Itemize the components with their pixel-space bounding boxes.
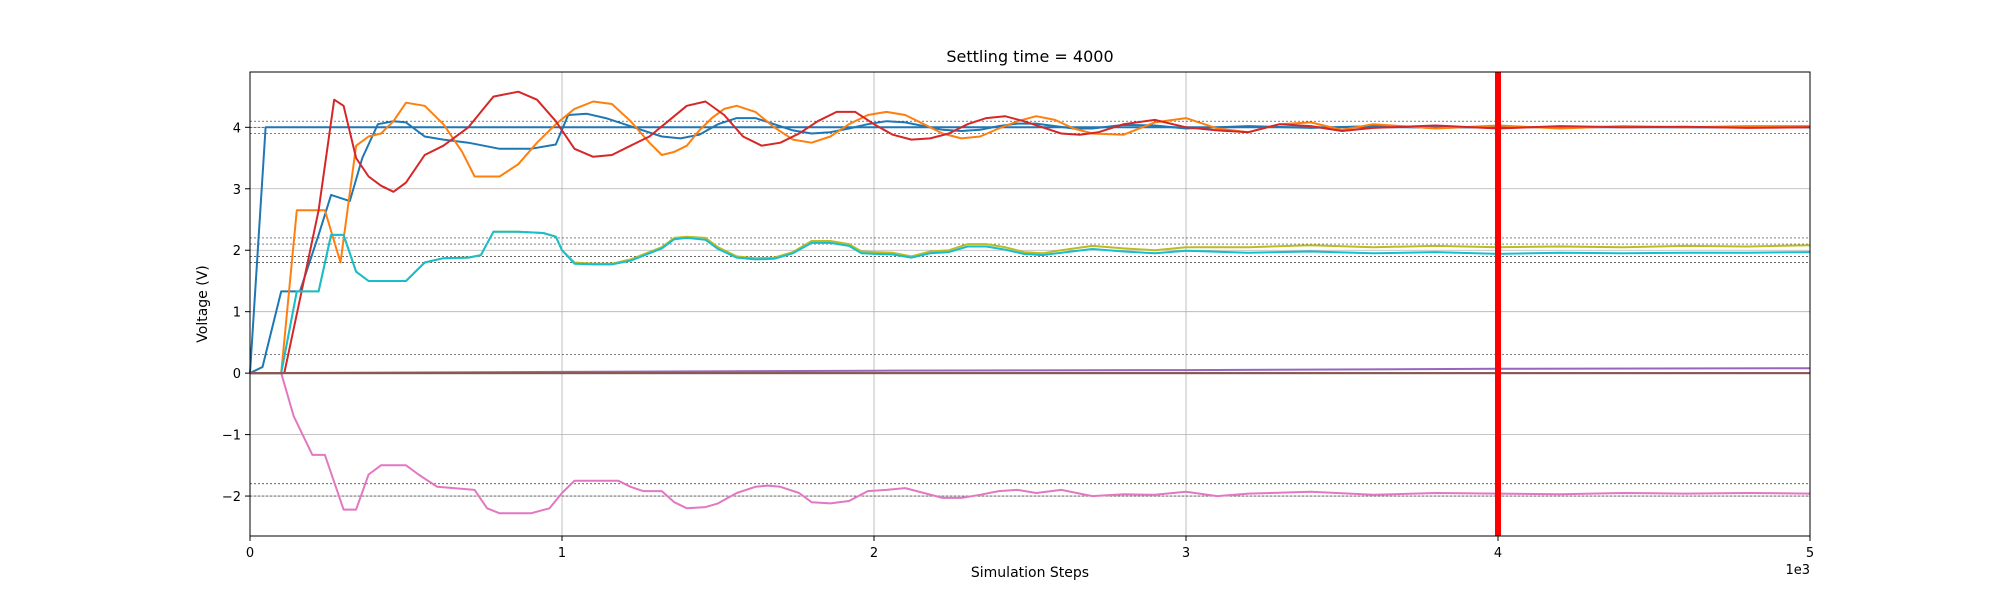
y-tick-label: 1 [233,306,241,321]
y-tick-label: 3 [233,183,241,198]
x-axis-offset-label: 1e3 [1785,563,1810,578]
series-line-2 [249,112,1810,374]
y-tick-label: −2 [222,490,241,505]
series-line-6 [250,230,1811,375]
plot-frame [249,71,1811,537]
ticks: 0 1 2 3 4 5 −2 −1 0 1 2 3 4 [222,121,1814,561]
x-tick-label: 0 [246,546,254,561]
series-line-4 [250,90,1811,375]
x-tick-label: 4 [1494,546,1502,561]
y-axis-label: Voltage (V) [195,265,211,342]
y-tick-label: 4 [233,121,241,136]
series-layer [249,90,1811,515]
x-axis-label: Simulation Steps [971,565,1089,581]
y-tick-label: 0 [233,367,241,382]
y-tick-label: −1 [222,429,241,444]
series-line-7 [250,372,1811,515]
x-tick-label: 3 [1182,546,1190,561]
chart-title: Settling time = 4000 [946,47,1113,66]
x-tick-label: 5 [1806,546,1814,561]
x-tick-label: 1 [558,546,566,561]
y-tick-label: 2 [233,244,241,259]
series-line-1 [249,126,1810,374]
x-tick-label: 2 [870,546,878,561]
